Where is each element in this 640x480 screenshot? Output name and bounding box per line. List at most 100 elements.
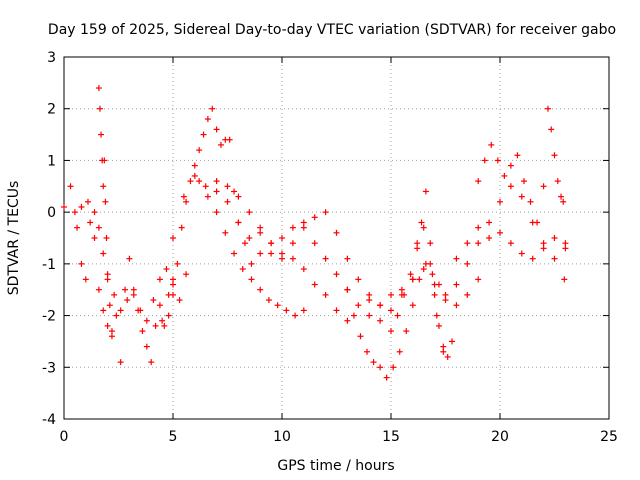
y-tick-label: 2 bbox=[47, 102, 56, 118]
data-point bbox=[180, 193, 187, 200]
data-point bbox=[540, 245, 547, 252]
data-point bbox=[91, 209, 98, 216]
series-arc-5 bbox=[170, 172, 384, 324]
data-points bbox=[61, 85, 569, 381]
data-point bbox=[101, 157, 108, 164]
data-point bbox=[427, 260, 434, 267]
data-point bbox=[453, 302, 460, 309]
data-point bbox=[165, 291, 172, 298]
data-point bbox=[87, 219, 94, 226]
data-point bbox=[156, 276, 163, 283]
series-arc-14 bbox=[453, 224, 569, 262]
data-point bbox=[111, 291, 118, 298]
data-point bbox=[130, 286, 137, 293]
data-point bbox=[71, 209, 78, 216]
data-point bbox=[202, 183, 209, 190]
data-point bbox=[551, 255, 558, 262]
series-arc-11 bbox=[414, 188, 456, 360]
data-point bbox=[366, 291, 373, 298]
data-point bbox=[91, 235, 98, 241]
data-point bbox=[377, 317, 384, 324]
data-point bbox=[161, 322, 168, 329]
x-tick-label: 25 bbox=[600, 429, 618, 445]
x-tick-label: 20 bbox=[491, 429, 509, 445]
data-point bbox=[422, 188, 429, 195]
data-point bbox=[561, 276, 568, 283]
data-point bbox=[414, 245, 421, 252]
data-point bbox=[78, 203, 85, 210]
data-point bbox=[464, 291, 471, 298]
data-point bbox=[191, 172, 198, 179]
data-point bbox=[279, 255, 285, 262]
data-point bbox=[394, 312, 401, 319]
data-point bbox=[196, 147, 203, 154]
data-point bbox=[453, 255, 460, 262]
data-point bbox=[407, 271, 414, 278]
x-tick-label: 5 bbox=[169, 429, 178, 445]
data-point bbox=[165, 312, 172, 319]
data-point bbox=[231, 188, 238, 195]
x-tick-label: 0 bbox=[60, 429, 69, 445]
data-point bbox=[235, 219, 242, 226]
data-point bbox=[377, 364, 384, 371]
data-point bbox=[350, 312, 357, 319]
data-point bbox=[124, 297, 131, 304]
data-point bbox=[464, 240, 471, 247]
data-point bbox=[562, 245, 569, 252]
data-point bbox=[257, 286, 264, 293]
data-point bbox=[507, 162, 514, 169]
y-tick-label: 0 bbox=[47, 205, 56, 221]
data-point bbox=[540, 240, 547, 247]
data-point bbox=[300, 219, 307, 226]
data-point bbox=[239, 266, 246, 273]
data-point bbox=[494, 157, 501, 164]
data-point bbox=[226, 136, 233, 143]
data-point bbox=[322, 291, 329, 298]
data-point bbox=[159, 317, 166, 324]
data-point bbox=[274, 302, 281, 309]
data-point bbox=[388, 291, 394, 298]
data-point bbox=[257, 229, 264, 236]
data-point bbox=[414, 240, 421, 247]
x-axis-label: GPS time / hours bbox=[277, 458, 394, 474]
data-point bbox=[540, 183, 547, 190]
data-point bbox=[311, 240, 318, 247]
data-point bbox=[209, 105, 216, 112]
y-tick-label: -4 bbox=[42, 412, 56, 428]
x-tick-label: 10 bbox=[273, 429, 291, 445]
data-point bbox=[174, 260, 181, 267]
series-arc-2 bbox=[71, 198, 190, 324]
data-point bbox=[257, 224, 264, 231]
data-point bbox=[248, 260, 255, 267]
data-point bbox=[383, 374, 390, 381]
data-point bbox=[529, 255, 536, 262]
grid bbox=[64, 57, 609, 419]
data-point bbox=[344, 286, 351, 293]
y-tick-label: -2 bbox=[42, 309, 56, 325]
data-point bbox=[311, 281, 318, 288]
data-point bbox=[420, 224, 427, 231]
data-point bbox=[560, 198, 567, 205]
series-arc-13 bbox=[442, 183, 569, 304]
series-arc-8 bbox=[257, 209, 416, 314]
data-point bbox=[102, 198, 109, 205]
data-point bbox=[409, 276, 416, 283]
data-point bbox=[355, 276, 362, 283]
data-point bbox=[377, 302, 384, 309]
data-point bbox=[117, 307, 124, 314]
data-point bbox=[289, 240, 296, 247]
data-point bbox=[300, 307, 307, 314]
series-arc-6 bbox=[196, 178, 307, 319]
data-point bbox=[163, 266, 170, 273]
data-point bbox=[333, 271, 340, 278]
data-point bbox=[104, 322, 111, 329]
data-point bbox=[554, 178, 561, 185]
data-point bbox=[486, 219, 493, 226]
data-point bbox=[156, 302, 163, 309]
data-point bbox=[283, 307, 290, 314]
data-point bbox=[268, 240, 275, 247]
data-point bbox=[507, 183, 514, 190]
data-point bbox=[104, 271, 111, 278]
data-point bbox=[292, 312, 299, 319]
